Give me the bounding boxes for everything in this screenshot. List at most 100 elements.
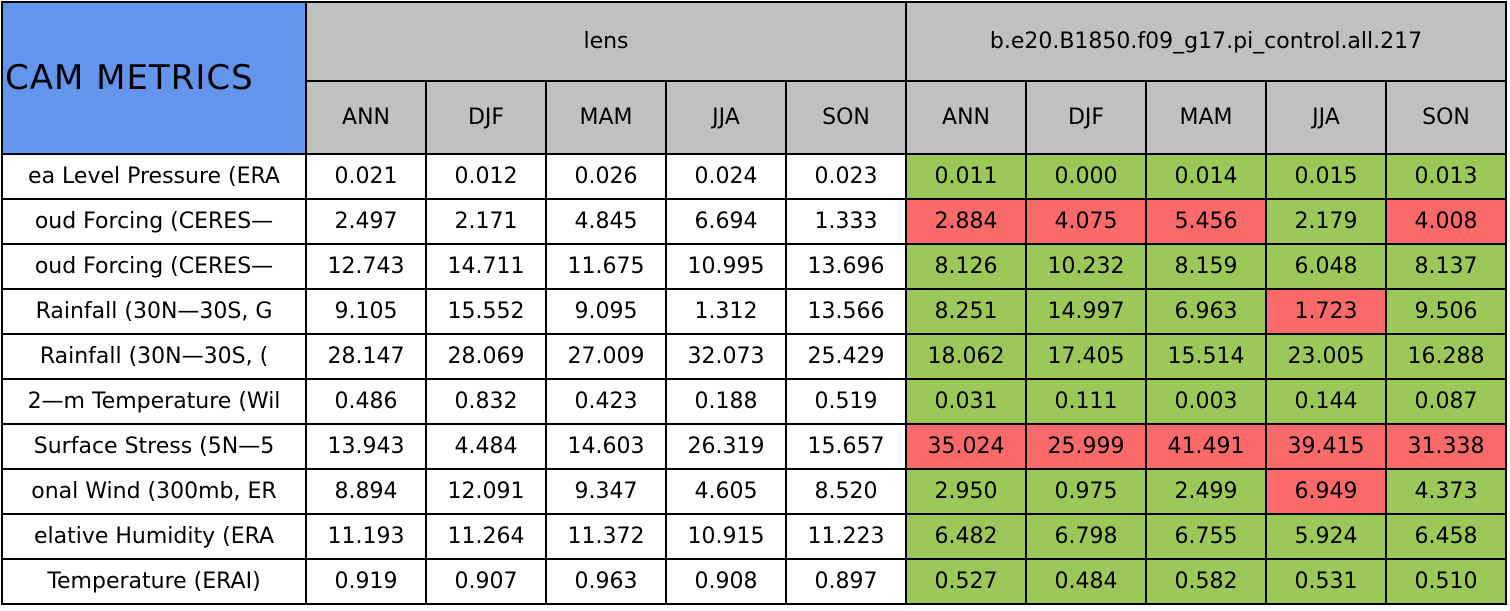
- control-cell: 0.014: [1145, 153, 1267, 200]
- control-cell: 0.484: [1025, 558, 1147, 605]
- season-header: MAM: [545, 80, 667, 155]
- table-title: CAM METRICS: [1, 1, 307, 155]
- control-cell: 8.251: [905, 288, 1027, 335]
- lens-cell: 28.147: [305, 333, 427, 380]
- lens-cell: 6.694: [665, 198, 787, 245]
- data-row: Rainfall (30N—30S, (28.147 28.069 27.009 32…: [1, 333, 1507, 380]
- season-header: ANN: [305, 80, 427, 155]
- lens-cell: 32.073: [665, 333, 787, 380]
- lens-cell: 4.845: [545, 198, 667, 245]
- lens-cell: 0.024: [665, 153, 787, 200]
- lens-cell: 0.423: [545, 378, 667, 425]
- row-label: oud Forcing (CERES—: [1, 198, 307, 245]
- control-cell: 18.062: [905, 333, 1027, 380]
- data-row: elative Humidity (ERA 11.193 11.264 11.372 1…: [1, 513, 1507, 560]
- control-cell: 0.087: [1385, 378, 1507, 425]
- lens-cell: 0.963: [545, 558, 667, 605]
- control-cell: 6.458: [1385, 513, 1507, 560]
- lens-cell: 0.021: [305, 153, 427, 200]
- control-cell: 0.031: [905, 378, 1027, 425]
- control-cell: 6.048: [1265, 243, 1387, 290]
- row-label: ea Level Pressure (ERA: [1, 153, 307, 200]
- control-cell: 6.755: [1145, 513, 1267, 560]
- season-header: JJA: [1265, 80, 1387, 155]
- control-cell: 2.950: [905, 468, 1027, 515]
- lens-cell: 10.915: [665, 513, 787, 560]
- control-cell: 9.506: [1385, 288, 1507, 335]
- data-row: oud Forcing (CERES— 12.743 14.711 11.675 10.…: [1, 243, 1507, 290]
- lens-cell: 12.743: [305, 243, 427, 290]
- data-row: oud Forcing (CERES— 2.497 2.171 4.845 6.694 1…: [1, 198, 1507, 245]
- lens-cell: 14.603: [545, 423, 667, 470]
- control-cell: 16.288: [1385, 333, 1507, 380]
- lens-cell: 13.566: [785, 288, 907, 335]
- row-label: Rainfall (30N—30S, (: [1, 333, 307, 380]
- lens-cell: 25.429: [785, 333, 907, 380]
- lens-cell: 28.069: [425, 333, 547, 380]
- lens-cell: 2.171: [425, 198, 547, 245]
- control-cell: 0.000: [1025, 153, 1147, 200]
- data-row: Temperature (ERAI) 0.919 0.907 0.963 0.908 0.…: [1, 558, 1507, 605]
- row-label: onal Wind (300mb, ER: [1, 468, 307, 515]
- control-cell: 4.008: [1385, 198, 1507, 245]
- control-cell: 8.137: [1385, 243, 1507, 290]
- lens-cell: 1.312: [665, 288, 787, 335]
- lens-cell: 13.943: [305, 423, 427, 470]
- control-cell: 0.011: [905, 153, 1027, 200]
- control-cell: 6.798: [1025, 513, 1147, 560]
- control-cell: 4.075: [1025, 198, 1147, 245]
- row-label: Rainfall (30N—30S, G: [1, 288, 307, 335]
- lens-cell: 11.264: [425, 513, 547, 560]
- data-row: 2—m Temperature (Wil 0.486 0.832 0.423 0.188…: [1, 378, 1507, 425]
- lens-cell: 0.188: [665, 378, 787, 425]
- lens-cell: 0.012: [425, 153, 547, 200]
- season-header: ANN: [905, 80, 1027, 155]
- row-label: elative Humidity (ERA: [1, 513, 307, 560]
- control-cell: 5.456: [1145, 198, 1267, 245]
- control-cell: 23.005: [1265, 333, 1387, 380]
- lens-cell: 0.907: [425, 558, 547, 605]
- lens-cell: 11.223: [785, 513, 907, 560]
- control-cell: 2.499: [1145, 468, 1267, 515]
- control-cell: 0.975: [1025, 468, 1147, 515]
- control-cell: 10.232: [1025, 243, 1147, 290]
- lens-cell: 13.696: [785, 243, 907, 290]
- lens-cell: 2.497: [305, 198, 427, 245]
- control-cell: 1.723: [1265, 288, 1387, 335]
- control-cell: 6.482: [905, 513, 1027, 560]
- lens-cell: 0.908: [665, 558, 787, 605]
- control-cell: 25.999: [1025, 423, 1147, 470]
- control-cell: 31.338: [1385, 423, 1507, 470]
- control-cell: 14.997: [1025, 288, 1147, 335]
- lens-cell: 9.105: [305, 288, 427, 335]
- lens-cell: 8.520: [785, 468, 907, 515]
- control-cell: 0.531: [1265, 558, 1387, 605]
- lens-cell: 0.897: [785, 558, 907, 605]
- lens-cell: 26.319: [665, 423, 787, 470]
- season-header: JJA: [665, 80, 787, 155]
- control-cell: 17.405: [1025, 333, 1147, 380]
- group-header: lens: [305, 1, 907, 82]
- control-cell: 4.373: [1385, 468, 1507, 515]
- lens-cell: 11.193: [305, 513, 427, 560]
- lens-cell: 15.657: [785, 423, 907, 470]
- lens-cell: 27.009: [545, 333, 667, 380]
- control-cell: 39.415: [1265, 423, 1387, 470]
- control-cell: 0.510: [1385, 558, 1507, 605]
- control-cell: 0.013: [1385, 153, 1507, 200]
- lens-cell: 14.711: [425, 243, 547, 290]
- lens-cell: 11.675: [545, 243, 667, 290]
- header-row: CAM METRICS lens b.e20.B1850.f09_g17.pi_…: [1, 1, 1507, 155]
- row-label: 2—m Temperature (Wil: [1, 378, 307, 425]
- control-cell: 0.111: [1025, 378, 1147, 425]
- control-cell: 35.024: [905, 423, 1027, 470]
- lens-cell: 9.095: [545, 288, 667, 335]
- data-row: onal Wind (300mb, ER 8.894 12.091 9.347 4.60…: [1, 468, 1507, 515]
- lens-cell: 0.519: [785, 378, 907, 425]
- lens-cell: 0.023: [785, 153, 907, 200]
- control-cell: 0.527: [905, 558, 1027, 605]
- season-row: ANN DJF MAM JJA SON ANN DJF MAM JJA SON: [2, 80, 1507, 155]
- lens-cell: 8.894: [305, 468, 427, 515]
- data-row: Surface Stress (5N—5 13.943 4.484 14.603 26.…: [1, 423, 1507, 470]
